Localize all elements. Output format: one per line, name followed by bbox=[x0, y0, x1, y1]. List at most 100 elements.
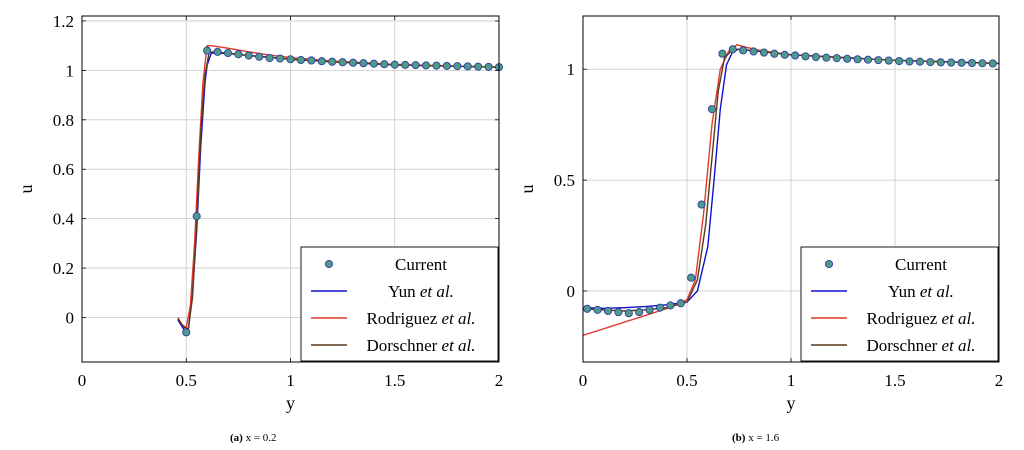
data-point bbox=[484, 62, 493, 71]
data-point bbox=[348, 58, 358, 67]
legend-label: Yun et al. bbox=[388, 282, 454, 301]
legend-label: Current bbox=[895, 255, 947, 274]
legend-label: Dorschner et al. bbox=[366, 336, 475, 355]
x-tick-label: 1.5 bbox=[884, 371, 905, 390]
data-point bbox=[328, 57, 337, 66]
data-point bbox=[676, 299, 685, 308]
data-point bbox=[265, 53, 274, 63]
data-point bbox=[853, 55, 862, 64]
data-point bbox=[718, 49, 727, 58]
caption-a-text: x = 0.2 bbox=[245, 432, 277, 444]
y-axis-label: u bbox=[16, 185, 36, 194]
legend-box bbox=[300, 246, 499, 362]
legend-label-etal: et al. bbox=[420, 282, 454, 301]
data-point bbox=[666, 301, 675, 310]
data-point bbox=[780, 50, 789, 59]
data-point bbox=[635, 308, 644, 317]
data-point bbox=[624, 309, 633, 318]
caption-b-text: x = 1.6 bbox=[748, 432, 780, 444]
y-tick-label: 0 bbox=[567, 282, 576, 301]
legend-label-name: Yun bbox=[888, 282, 920, 301]
legend-marker bbox=[324, 259, 334, 269]
legend-label-etal: et al. bbox=[942, 309, 976, 328]
data-point bbox=[603, 306, 613, 316]
data-point bbox=[822, 53, 831, 62]
y-axis-label: u bbox=[517, 185, 537, 194]
x-tick-label: 2 bbox=[495, 371, 504, 390]
data-point bbox=[801, 52, 810, 61]
data-point bbox=[947, 58, 956, 67]
data-point bbox=[905, 57, 914, 66]
data-point bbox=[359, 59, 368, 68]
y-tick-label: 0.8 bbox=[53, 111, 74, 130]
caption-b: (b) x = 1.6 bbox=[732, 432, 779, 444]
x-tick-label: 0 bbox=[78, 371, 87, 390]
data-point bbox=[474, 62, 483, 71]
data-point bbox=[411, 61, 420, 70]
legend-label-etal: et al. bbox=[942, 336, 976, 355]
legend-label-name: Yun bbox=[388, 282, 420, 301]
x-axis-label: y bbox=[787, 393, 796, 413]
chart-panel-0: 0 0.5 1 1.5 2 0 0.2 0.4 0.6 0.8 1 1.2 y u Current Yun e… bbox=[16, 12, 503, 413]
data-point bbox=[203, 46, 212, 55]
data-point bbox=[791, 51, 800, 60]
data-point bbox=[739, 46, 748, 55]
y-tick-label: 1 bbox=[567, 60, 576, 79]
legend-marker bbox=[824, 259, 834, 269]
x-tick-label: 0 bbox=[579, 371, 588, 390]
x-tick-label: 1 bbox=[286, 371, 295, 390]
y-tick-label: 1.2 bbox=[53, 12, 74, 31]
legend-label-name: Dorschner bbox=[366, 336, 441, 355]
data-point bbox=[276, 54, 285, 63]
caption-b-label: (b) bbox=[732, 432, 746, 444]
data-point bbox=[296, 55, 305, 65]
data-point bbox=[421, 61, 431, 70]
data-point bbox=[988, 59, 997, 68]
data-point bbox=[884, 56, 893, 65]
data-point bbox=[645, 305, 654, 314]
data-point bbox=[255, 52, 264, 61]
legend-label: Rodriguez et al. bbox=[366, 309, 475, 328]
legend-label-name: Rodriguez bbox=[866, 309, 941, 328]
data-point bbox=[223, 49, 232, 58]
data-point bbox=[770, 49, 779, 58]
data-point bbox=[338, 58, 347, 67]
data-point bbox=[895, 56, 904, 66]
data-point bbox=[244, 51, 253, 60]
caption-a: (a) x = 0.2 bbox=[230, 432, 277, 444]
data-point bbox=[213, 47, 222, 56]
data-point bbox=[811, 52, 821, 62]
data-point bbox=[759, 48, 769, 57]
caption-a-label: (a) bbox=[230, 432, 243, 444]
data-point bbox=[926, 58, 935, 67]
data-point bbox=[655, 303, 665, 312]
data-point bbox=[380, 60, 389, 69]
data-point bbox=[832, 54, 841, 63]
data-point bbox=[307, 56, 316, 65]
data-point bbox=[593, 305, 602, 314]
legend-label-name: Dorschner bbox=[866, 336, 941, 355]
x-tick-label: 2 bbox=[995, 371, 1004, 390]
x-tick-label: 0.5 bbox=[176, 371, 197, 390]
data-point bbox=[432, 61, 441, 70]
legend-label-name: Rodriguez bbox=[366, 309, 441, 328]
data-point bbox=[843, 54, 852, 63]
x-tick-label: 1.5 bbox=[384, 371, 405, 390]
data-point bbox=[182, 328, 191, 337]
data-point bbox=[234, 50, 243, 59]
data-point bbox=[369, 59, 378, 68]
data-point bbox=[915, 57, 925, 66]
legend-label-etal: et al. bbox=[920, 282, 954, 301]
data-point bbox=[967, 58, 977, 68]
y-tick-label: 0.2 bbox=[53, 259, 74, 278]
x-tick-label: 0.5 bbox=[676, 371, 697, 390]
y-tick-label: 0 bbox=[66, 309, 75, 328]
legend-label-etal: et al. bbox=[442, 336, 476, 355]
y-tick-label: 1 bbox=[66, 61, 75, 80]
data-point bbox=[863, 55, 873, 64]
data-point bbox=[957, 58, 966, 67]
data-point bbox=[192, 212, 201, 221]
y-tick-label: 0.6 bbox=[53, 160, 74, 179]
